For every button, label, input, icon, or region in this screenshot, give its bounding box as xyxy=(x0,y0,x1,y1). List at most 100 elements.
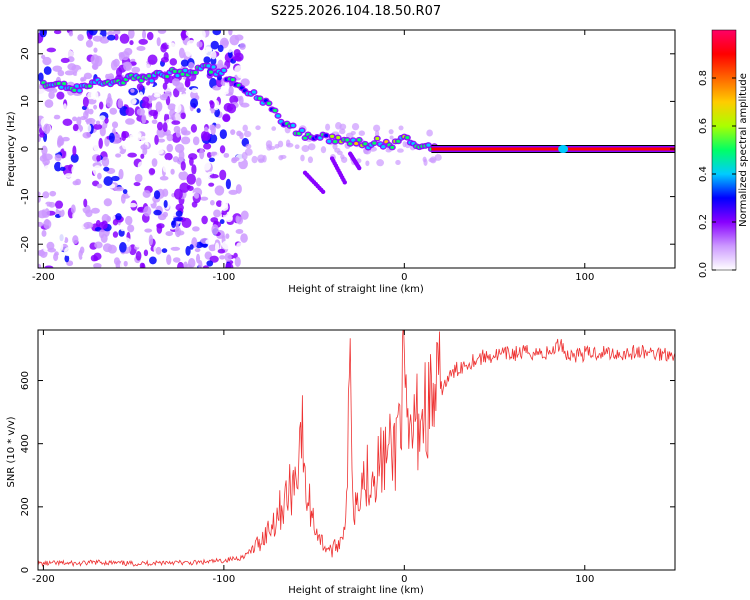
spectrogram-speckle xyxy=(373,124,381,132)
spectrogram-speckle xyxy=(228,85,234,96)
spectrogram-speckle xyxy=(255,125,261,131)
spectrogram-speckle xyxy=(112,48,121,55)
spectrogram-speckle xyxy=(245,143,252,149)
spectrogram-speckle xyxy=(85,118,92,123)
spectrogram-speckle xyxy=(154,149,164,155)
spectrogram-speckle xyxy=(90,54,100,66)
spectrogram-speckle xyxy=(41,145,48,156)
spectrogram-track xyxy=(327,139,332,143)
spectrogram-speckle xyxy=(46,233,53,244)
spectrogram-speckle xyxy=(127,152,137,158)
spectrogram-track xyxy=(345,138,350,142)
spectrogram-speckle xyxy=(201,118,209,123)
colorbar-tick-label: 0.4 xyxy=(698,166,709,182)
spectrogram-speckle xyxy=(110,193,116,198)
spectrogram-speckle xyxy=(428,157,436,163)
spectrogram-track xyxy=(381,145,386,149)
spectrogram-speckle xyxy=(242,30,249,36)
spectrogram-speckle xyxy=(114,33,119,41)
spectrogram-speckle xyxy=(217,248,226,254)
spectrogram-speckle xyxy=(160,56,169,63)
spectrogram-speckle xyxy=(210,200,215,206)
spectrogram-speckle xyxy=(134,173,143,183)
spectrogram-speckle xyxy=(136,45,146,52)
spectrogram-speckle xyxy=(240,78,250,87)
spectrogram-speckle xyxy=(151,119,158,124)
spectrogram-speckle xyxy=(121,130,130,139)
spectrogram-speckle xyxy=(203,143,212,150)
spectrogram-speckle xyxy=(294,144,300,150)
spectrogram-speckle xyxy=(191,87,199,94)
spectrogram-ylabel: Frequency (Hz) xyxy=(6,111,17,187)
spectrogram-speckle xyxy=(201,215,208,225)
spectrogram-speckle xyxy=(213,100,220,111)
snr-ytick-label: 200 xyxy=(20,497,31,516)
spectrogram-speckle xyxy=(85,39,93,48)
spectrogram-speckle xyxy=(376,159,385,167)
spectrogram-speckle xyxy=(44,218,50,226)
spectrogram-speckle xyxy=(232,56,242,61)
spectrogram-track xyxy=(139,78,144,83)
spectrogram-speckle xyxy=(171,78,180,86)
spectrogram-speckle xyxy=(173,125,181,134)
spectrogram-speckle xyxy=(135,250,142,261)
spectrogram-speckle xyxy=(48,91,55,99)
snr-xtick-label: 100 xyxy=(575,574,594,585)
spectrogram-speckle xyxy=(131,220,142,227)
spectrogram-speckle xyxy=(138,38,148,45)
spectrogram-speckle xyxy=(178,47,185,59)
spectrogram-speckle xyxy=(226,103,237,114)
spectrogram-speckle xyxy=(268,145,276,150)
spectrogram-speckle xyxy=(76,116,82,126)
spectrogram-speckle xyxy=(174,31,179,38)
spectrogram-speckle xyxy=(174,226,182,238)
spectrogram-speckle xyxy=(119,33,130,44)
spectrogram-track xyxy=(276,114,281,118)
spectrogram-speckle xyxy=(39,155,48,162)
spectrogram-track xyxy=(300,128,305,132)
spectrogram-xtick-label: -100 xyxy=(213,272,236,283)
spectrogram-speckle xyxy=(54,200,64,209)
spectrogram-track xyxy=(211,65,216,69)
spectrogram-speckle xyxy=(332,143,338,150)
spectrogram-speckle xyxy=(112,231,119,238)
spectrogram-speckle xyxy=(224,252,232,262)
spectrogram-speckle xyxy=(53,30,62,35)
spectrogram-speckle xyxy=(153,209,162,216)
spectrogram-speckle xyxy=(86,124,92,133)
spectrogram-speckle xyxy=(135,211,140,217)
spectrogram-track xyxy=(324,133,329,138)
spectrogram-speckle xyxy=(180,161,186,171)
spectrogram-speckle xyxy=(111,215,116,220)
spectrogram-speckle xyxy=(216,200,223,207)
spectrogram-speckle xyxy=(108,132,115,143)
spectrogram-track xyxy=(221,68,226,72)
spectrogram-speckle xyxy=(241,151,248,160)
spectrogram-speckle xyxy=(52,65,63,72)
spectrogram-speckle xyxy=(140,135,147,142)
spectrogram-speckle xyxy=(137,161,145,171)
spectrogram-speckle xyxy=(125,107,135,116)
spectrogram-speckle xyxy=(225,233,230,239)
spectrogram-speckle xyxy=(93,104,98,110)
spectrogram-speckle xyxy=(195,253,201,264)
spectrogram-speckle xyxy=(126,97,137,105)
spectrogram-speckle xyxy=(92,35,103,42)
spectrogram-track xyxy=(426,143,431,147)
spectrogram-speckle xyxy=(127,224,135,233)
spectrogram-speckle xyxy=(101,220,108,229)
spectrogram-speckle xyxy=(123,260,128,267)
spectrogram-speckle xyxy=(92,123,103,130)
spectrogram-speckle xyxy=(118,51,125,58)
spectrogram-speckle xyxy=(151,121,157,132)
spectrogram-speckle xyxy=(83,178,88,189)
spectrogram-speckle xyxy=(38,44,41,54)
spectrogram-track xyxy=(405,135,410,140)
spectrogram-speckle xyxy=(229,34,240,46)
spectrogram-speckle xyxy=(213,165,219,171)
spectrogram-speckle xyxy=(236,216,244,225)
spectrogram-speckle xyxy=(41,230,47,237)
spectrogram-speckle xyxy=(395,159,401,166)
